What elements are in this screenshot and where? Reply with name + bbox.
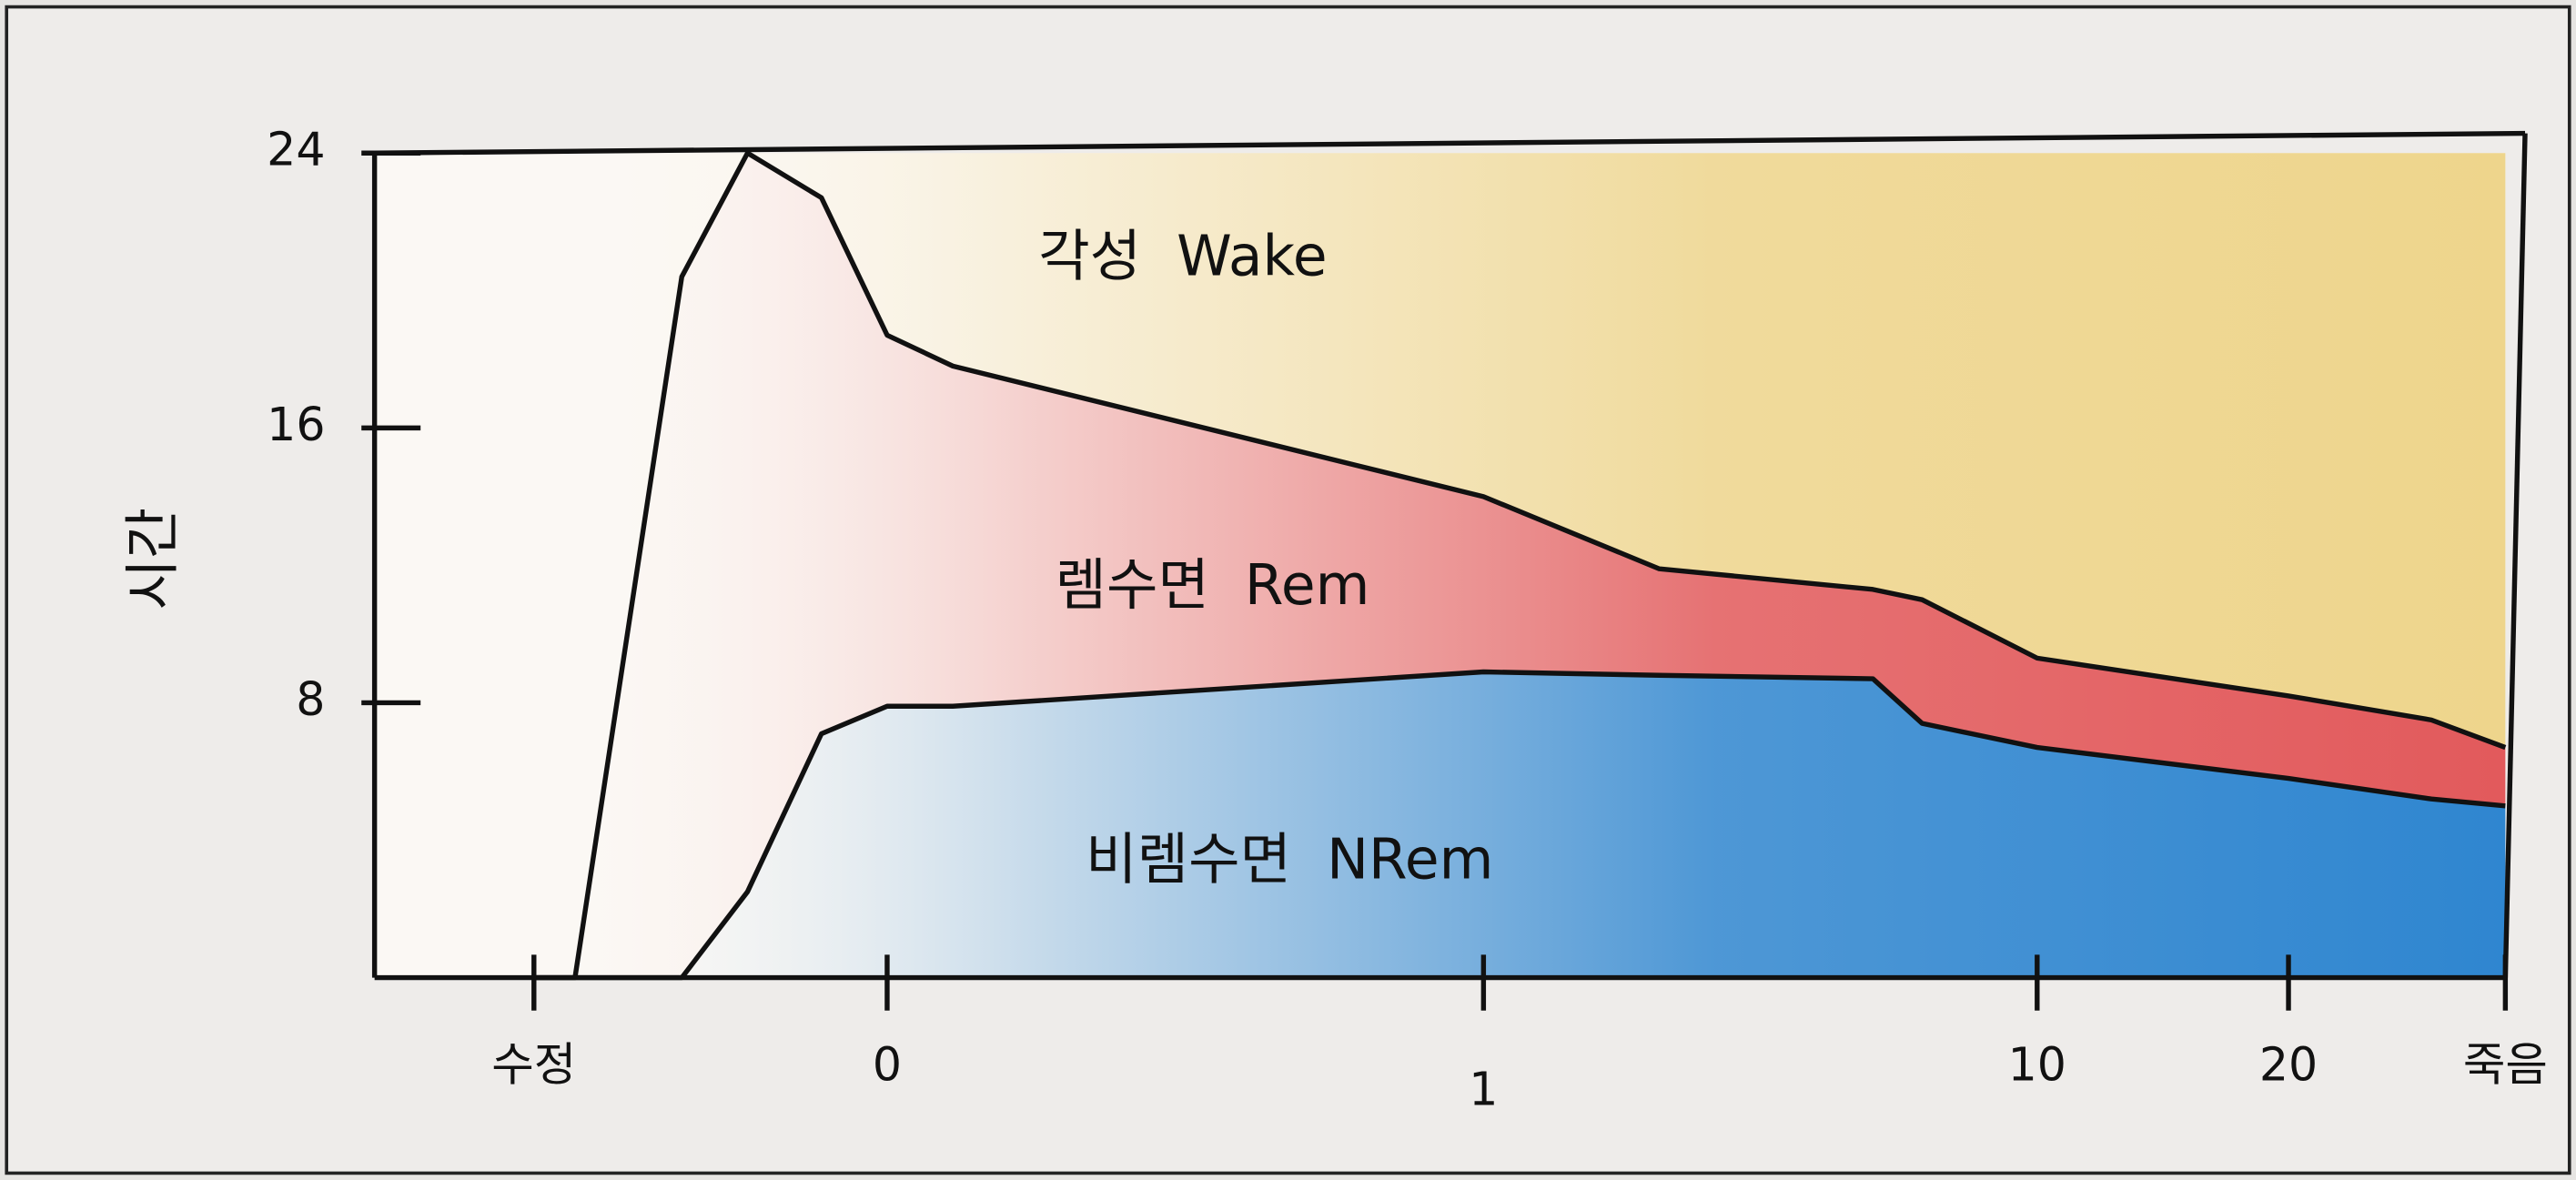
boundary-line: [533, 669, 2506, 981]
y-tick-label: 16: [267, 398, 325, 451]
frame-right: [2502, 133, 2528, 978]
frame-top: [374, 130, 2526, 156]
x-tick-label: 죽음: [2463, 1037, 2548, 1091]
x-tick-label: 수정: [491, 1037, 576, 1091]
y-axis-label: 시간: [121, 508, 186, 610]
y-tick-label: 8: [296, 672, 325, 726]
plot-area: 8 16 24 수정 0 1 10 20 죽음 비렘수면 NRem 렘수면 Rem 각성 Wake: [267, 123, 2548, 1116]
series-label: 비렘수면 NRem: [1086, 827, 1493, 892]
x-tick-label: 10: [2008, 1037, 2066, 1091]
boundary-line: [533, 150, 2507, 981]
y-tick-label: 24: [267, 123, 325, 176]
area: [533, 153, 2506, 978]
series-label: 렘수면 Rem: [1056, 553, 1370, 618]
area: [533, 671, 2506, 978]
area: [533, 153, 2506, 978]
x-tick-label: 1: [1469, 1062, 1498, 1115]
x-tick-label: 20: [2259, 1037, 2318, 1091]
x-tick-label: 0: [873, 1037, 902, 1091]
series-label: 각성 Wake: [1038, 225, 1327, 289]
